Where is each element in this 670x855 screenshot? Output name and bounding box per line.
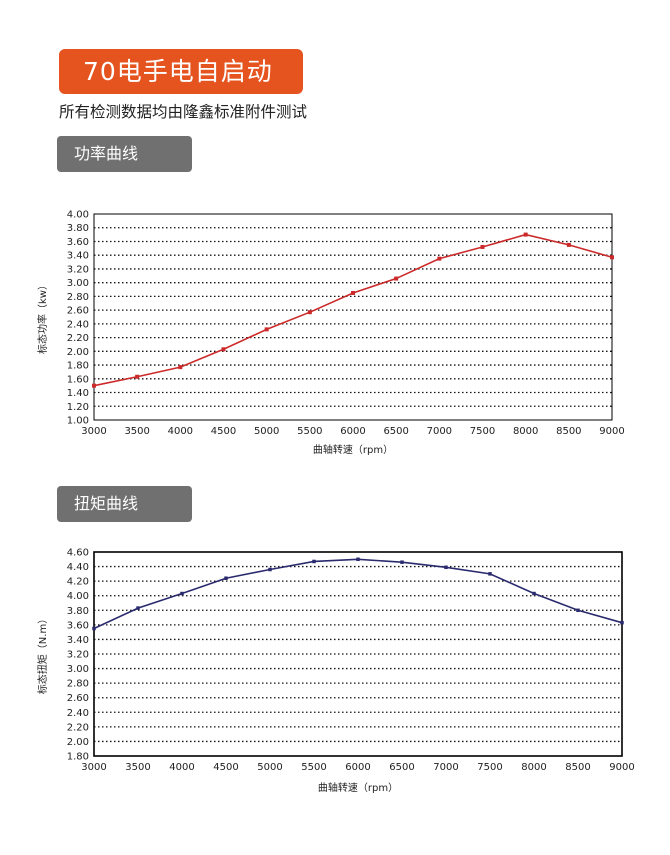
y-tick-label: 3.60 (67, 237, 89, 248)
y-axis-label: 标态功率（kw） (36, 280, 49, 354)
data-point (356, 557, 360, 562)
x-tick-label: 4000 (169, 762, 194, 773)
x-tick-label: 5000 (254, 426, 279, 437)
y-tick-label: 3.00 (67, 664, 89, 675)
y-tick-label: 1.40 (67, 388, 89, 399)
x-tick-label: 7500 (477, 762, 502, 773)
x-tick-label: 3000 (81, 762, 106, 773)
x-tick-label: 8000 (513, 426, 538, 437)
data-point (180, 591, 184, 596)
y-tick-label: 2.00 (67, 347, 89, 358)
data-point (620, 620, 624, 625)
data-point (576, 608, 580, 613)
tab-torque-curve: 扭矩曲线 (57, 486, 192, 522)
tab-power-curve: 功率曲线 (57, 136, 192, 172)
x-tick-label: 6000 (345, 762, 370, 773)
y-tick-label: 2.00 (67, 737, 89, 748)
y-tick-label: 2.40 (67, 708, 89, 719)
y-tick-label: 2.40 (67, 319, 89, 330)
x-tick-label: 8000 (521, 762, 546, 773)
x-axis-label: 曲轴转速（rpm） (318, 781, 398, 794)
x-tick-label: 3500 (124, 426, 149, 437)
power-curve-chart: 1.00 1.20 1.40 1.60 1.80 2.00 2.20 2.40 2.60 2.80… (36, 210, 625, 457)
x-axis-label: 曲轴转速（rpm） (313, 443, 393, 456)
y-tick-label: 2.80 (67, 679, 89, 690)
x-tick-label: 5500 (297, 426, 322, 437)
data-point (437, 256, 442, 261)
data-point (135, 374, 140, 379)
y-axis-label: 标态扭矩（N.m） (36, 614, 49, 694)
torque-curve-chart: 1.80 2.00 2.20 2.40 2.60 2.80 3.00 3.20 3.40 3.60… (36, 548, 635, 795)
x-tick-label: 7000 (427, 426, 452, 437)
y-tick-label: 3.00 (67, 278, 89, 289)
plot-frame (93, 213, 613, 421)
data-point (136, 606, 140, 610)
x-tick-label: 5500 (301, 762, 326, 773)
x-tick-label: 4500 (211, 426, 236, 437)
y-tick-label: 3.80 (67, 606, 89, 617)
page-subtitle: 所有检测数据均由隆鑫标准附件测试 (59, 103, 308, 121)
y-tick-label: 2.60 (67, 693, 89, 704)
y-tick-label: 4.00 (67, 591, 89, 602)
data-point (394, 276, 399, 281)
y-tick-label: 2.80 (67, 292, 89, 303)
x-tick-label: 6000 (340, 426, 365, 437)
y-tick-label: 1.20 (67, 402, 89, 413)
data-point (92, 383, 96, 388)
x-tick-label: 4000 (168, 426, 193, 437)
series-line (93, 558, 623, 630)
y-tick-label: 1.80 (67, 752, 89, 763)
x-tick-label: 6500 (389, 762, 414, 773)
x-tick-label: 8500 (565, 762, 590, 773)
x-tick-label: 6500 (383, 426, 408, 437)
y-tick-label: 2.60 (67, 306, 89, 317)
x-tick-label: 4500 (213, 762, 238, 773)
data-point (532, 591, 536, 596)
data-point (480, 244, 485, 249)
y-tick-label: 3.20 (67, 650, 89, 661)
x-tick-label: 7500 (470, 426, 495, 437)
x-tick-label: 8500 (556, 426, 581, 437)
x-tick-label: 9000 (609, 762, 634, 773)
data-point (221, 347, 226, 352)
y-tick-label: 3.60 (67, 620, 89, 631)
y-tick-label: 2.20 (67, 333, 89, 344)
y-tick-label: 1.80 (67, 361, 89, 372)
data-point (268, 567, 272, 572)
data-point (307, 310, 312, 315)
y-tick-label: 3.40 (67, 635, 89, 646)
x-tick-label: 3500 (125, 762, 150, 773)
y-tick-label: 4.20 (67, 577, 89, 588)
data-point (351, 290, 355, 295)
data-point (178, 365, 183, 370)
data-point (444, 565, 448, 570)
y-tick-label: 4.00 (67, 210, 89, 221)
data-point (566, 242, 571, 247)
data-point (224, 576, 228, 580)
x-tick-label: 9000 (599, 426, 624, 437)
y-tick-label: 3.20 (67, 264, 89, 275)
y-tick-label: 3.40 (67, 251, 89, 262)
data-point (312, 559, 316, 564)
data-point (523, 232, 528, 237)
y-tick-label: 1.60 (67, 374, 89, 385)
page-title: 70电手电自启动 (59, 49, 303, 94)
x-tick-label: 3000 (81, 426, 106, 437)
y-tick-label: 4.60 (67, 548, 89, 559)
data-point (264, 327, 269, 332)
y-tick-label: 2.20 (67, 722, 89, 733)
y-tick-label: 4.40 (67, 562, 89, 573)
data-point (610, 255, 614, 260)
data-point (488, 572, 492, 576)
y-tick-label: 1.00 (67, 416, 89, 427)
data-point (400, 560, 404, 564)
data-point (92, 626, 96, 631)
x-tick-label: 7000 (433, 762, 458, 773)
x-tick-label: 5000 (257, 762, 282, 773)
y-tick-label: 3.80 (67, 223, 89, 234)
